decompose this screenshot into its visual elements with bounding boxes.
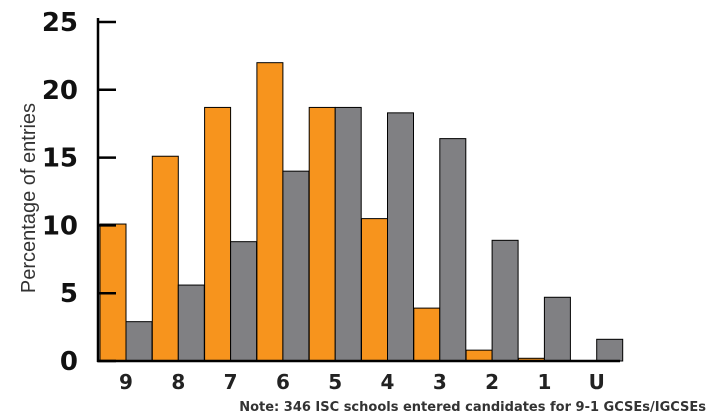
- x-tick-label: 5: [328, 370, 342, 394]
- bar-series-2-U: [596, 338, 624, 362]
- y-axis-label: Percentage of entries: [18, 103, 40, 293]
- bar-series-2-6: [282, 170, 310, 362]
- bar-series-2-9: [125, 321, 153, 362]
- y-tick-label: 15: [42, 144, 78, 174]
- y-tick-label: 20: [42, 76, 78, 106]
- y-tick-label: 0: [60, 347, 78, 377]
- bar-series-2-7: [230, 241, 258, 362]
- x-tick-label: 9: [119, 370, 133, 394]
- x-ticks-layer: 9 8 7 6 5 4 3 2 1 U: [119, 370, 605, 394]
- bar-series-1-8: [151, 155, 179, 362]
- bar-series-1-5: [308, 106, 336, 362]
- y-ticks-layer: 0 5 10 15 20 25: [42, 8, 116, 377]
- bar-series-2-4: [387, 112, 414, 362]
- bar-series-2-2: [491, 239, 519, 362]
- x-tick-label: U: [589, 370, 605, 394]
- x-tick-label: 3: [433, 370, 447, 394]
- bar-series-1-7: [204, 106, 232, 362]
- x-tick-label: 2: [485, 370, 499, 394]
- y-tick-label: 5: [60, 279, 78, 309]
- x-tick-label: 8: [171, 370, 185, 394]
- x-tick-label: 7: [224, 370, 238, 394]
- x-tick-label: 1: [537, 370, 551, 394]
- bar-series-2-5: [334, 106, 362, 362]
- bar-series-1-4: [361, 218, 388, 362]
- bar-series-1-2: [465, 349, 493, 362]
- bar-series-2-1: [543, 296, 571, 362]
- y-tick-label: 25: [42, 8, 78, 38]
- y-tick-label: 10: [42, 211, 78, 241]
- x-tick-label: 6: [276, 370, 290, 394]
- x-tick-label: 4: [381, 370, 395, 394]
- chart-note: Note: 346 ISC schools entered candidates…: [239, 400, 706, 415]
- bar-series-1-6: [256, 62, 284, 362]
- bars-layer: [99, 62, 624, 362]
- bar-series-2-8: [177, 284, 205, 362]
- bar-series-1-3: [413, 307, 441, 362]
- bar-series-2-3: [439, 138, 467, 362]
